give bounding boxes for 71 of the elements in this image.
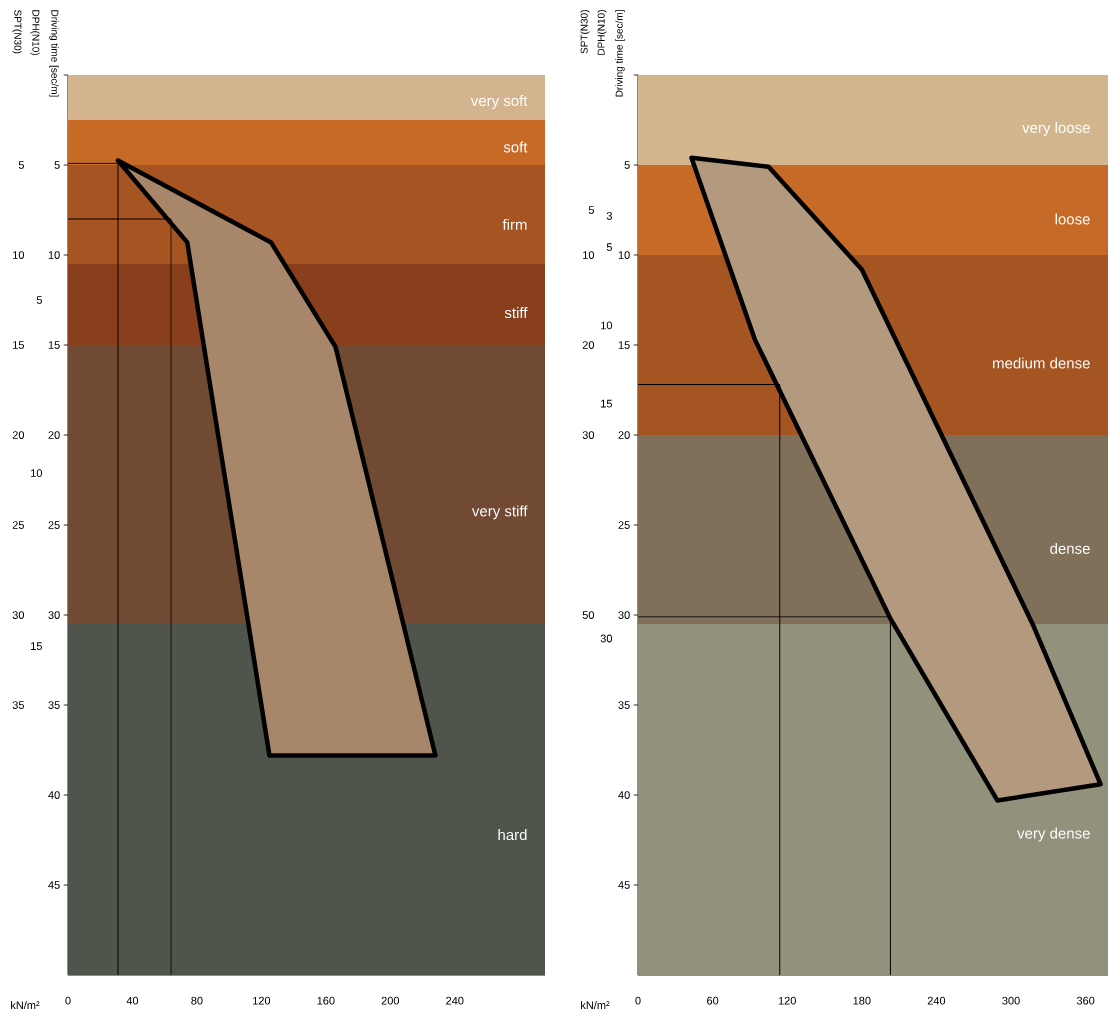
band-label: loose <box>1055 213 1090 225</box>
y-tick-label: 10 <box>48 251 60 259</box>
band-label: very stiff <box>471 505 528 520</box>
x-axis-title: kN/m² <box>581 1000 610 1010</box>
x-tick-label: 0 <box>65 996 71 1005</box>
y-tick-label: 5 <box>624 161 630 169</box>
y-tick-label: 45 <box>48 881 60 889</box>
y3-tick-label: 20 <box>582 341 595 349</box>
x-tick-label: 300 <box>1002 996 1020 1005</box>
x-tick-label: 180 <box>853 996 871 1005</box>
y-tick-label: 25 <box>618 521 630 529</box>
y3-axis-title: SPT(N30) <box>12 10 22 54</box>
y-tick-label: 35 <box>48 701 60 709</box>
x-axis-title: kN/m² <box>11 1000 40 1010</box>
y-tick-label: 15 <box>48 341 60 349</box>
y-tick-label: 40 <box>48 791 60 799</box>
y3-tick-label: 30 <box>582 431 595 439</box>
y2-tick-label: 10 <box>31 469 43 477</box>
y-tick-label: 20 <box>48 431 60 439</box>
band-label: firm <box>502 218 527 230</box>
x-tick-label: 60 <box>707 996 719 1005</box>
x-tick-label: 40 <box>126 996 139 1005</box>
y3-tick-label: 5 <box>588 206 594 214</box>
y3-tick-label: 5 <box>18 161 24 169</box>
y-tick-label: 30 <box>48 611 60 619</box>
band-label: medium dense <box>993 357 1090 369</box>
y2-tick-label: 10 <box>601 321 613 330</box>
band-label: dense <box>1050 542 1090 554</box>
x-tick-label: 360 <box>1076 996 1095 1005</box>
y2-tick-label: 30 <box>600 634 613 643</box>
y-axis-title: Driving time [sec/m] <box>615 10 625 97</box>
y3-tick-label: 30 <box>12 611 25 619</box>
y3-tick-label: 50 <box>582 611 595 619</box>
y3-tick-label: 15 <box>13 341 24 349</box>
band-label: very soft <box>470 95 528 109</box>
y3-tick-label: 35 <box>12 701 24 709</box>
y2-tick-label: 3 <box>606 211 612 220</box>
x-tick-label: 80 <box>191 996 203 1005</box>
y3-tick-label: 10 <box>13 251 25 259</box>
y3-axis-title: SPT(N30) <box>580 10 590 54</box>
y2-tick-label: 5 <box>606 243 612 252</box>
x-tick-label: 160 <box>317 996 335 1005</box>
y2-tick-label: 5 <box>36 296 42 304</box>
y2-axis-title: DPH(N10) <box>597 10 607 55</box>
y2-tick-label: 15 <box>31 642 42 650</box>
y3-tick-label: 20 <box>12 431 25 439</box>
y-tick-label: 40 <box>618 791 630 799</box>
y3-tick-label: 25 <box>12 521 24 529</box>
x-tick-label: 240 <box>927 996 946 1005</box>
y-tick-label: 35 <box>618 701 630 709</box>
y-tick-label: 15 <box>618 341 630 349</box>
band-label: very dense <box>1017 827 1090 842</box>
y-tick-label: 30 <box>618 611 630 619</box>
x-tick-label: 200 <box>381 996 400 1005</box>
y-tick-label: 10 <box>618 251 630 259</box>
y-axis-title: Driving time [sec/m] <box>49 10 59 97</box>
band-label: stiff <box>504 307 528 319</box>
x-tick-label: 120 <box>253 996 271 1005</box>
y-tick-label: 20 <box>618 431 630 439</box>
band-label: hard <box>498 829 527 841</box>
y2-tick-label: 15 <box>601 399 612 408</box>
band-label: very loose <box>1022 122 1090 136</box>
x-tick-label: 120 <box>778 996 796 1005</box>
y3-tick-label: 10 <box>583 251 595 259</box>
y-tick-label: 5 <box>54 161 60 169</box>
y-tick-label: 45 <box>618 881 630 889</box>
y-tick-label: 25 <box>48 521 60 529</box>
band-label: soft <box>503 141 528 153</box>
x-tick-label: 0 <box>635 996 641 1005</box>
y2-axis-title: DPH(N10) <box>30 10 40 56</box>
x-tick-label: 240 <box>446 996 464 1005</box>
